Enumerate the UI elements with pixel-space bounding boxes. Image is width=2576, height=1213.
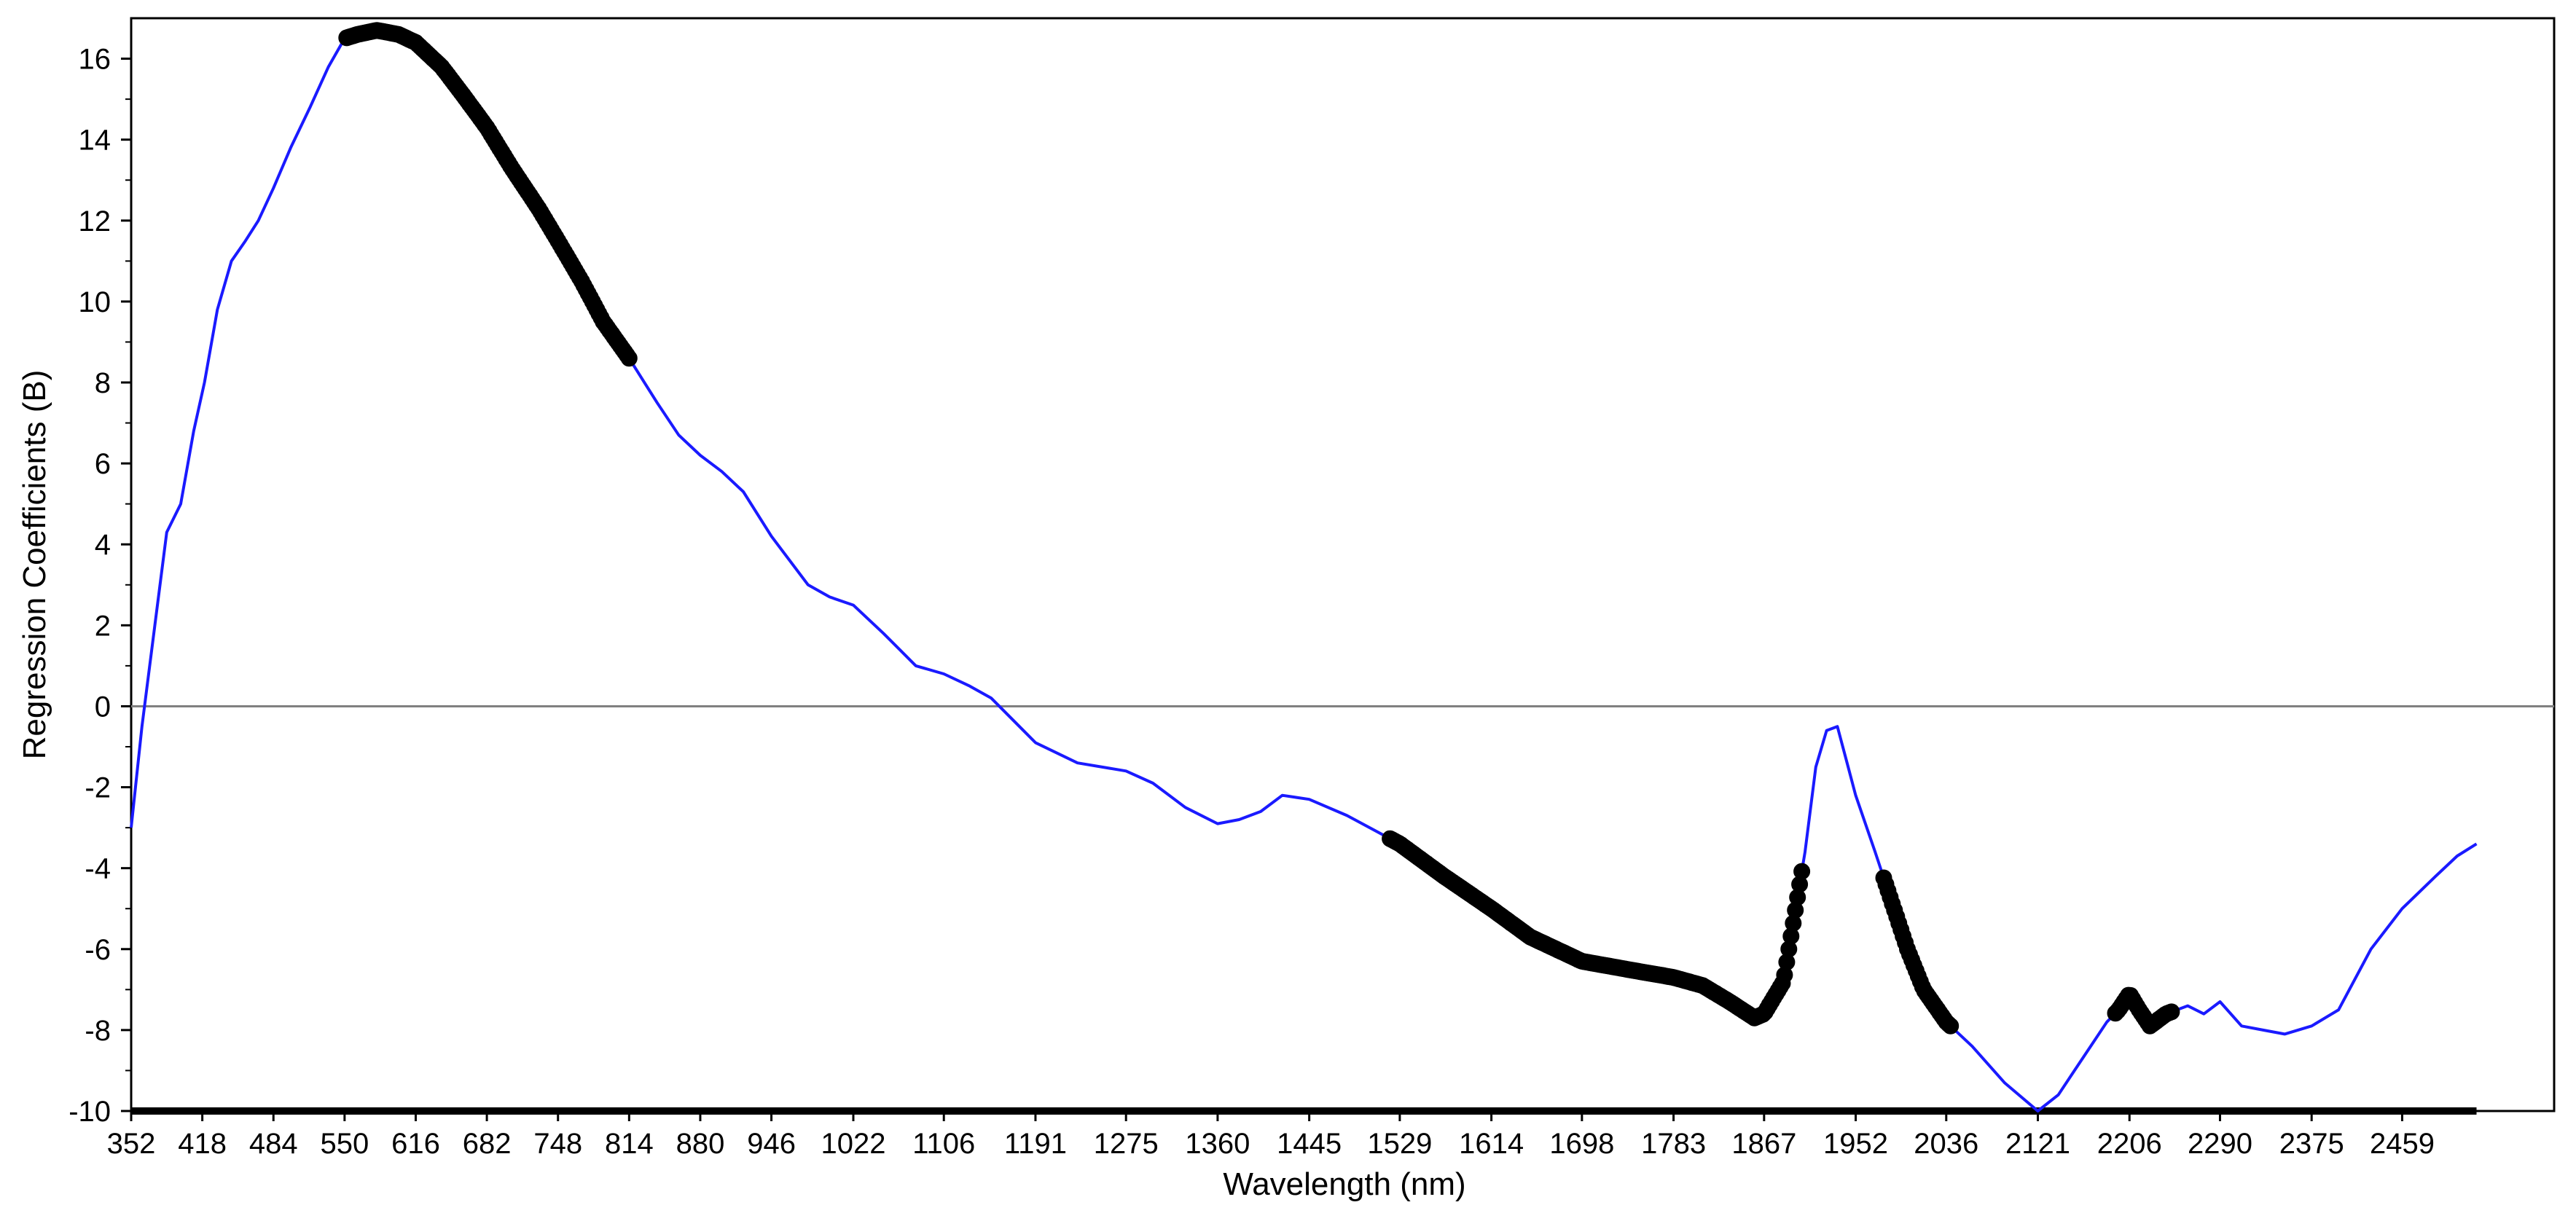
x-tick-label: 1614 bbox=[1459, 1128, 1524, 1160]
y-tick-label: 10 bbox=[79, 286, 111, 318]
marker-group bbox=[338, 22, 2180, 1035]
y-tick-label: 14 bbox=[79, 125, 111, 157]
x-tick-label: 2459 bbox=[2370, 1128, 2435, 1160]
x-tick-label: 2206 bbox=[2097, 1128, 2162, 1160]
x-tick-label: 1783 bbox=[1641, 1128, 1706, 1160]
y-tick-label: 12 bbox=[79, 205, 111, 238]
x-tick-label: 418 bbox=[178, 1128, 227, 1160]
x-tick-label: 1022 bbox=[821, 1128, 885, 1160]
y-tick-label: 2 bbox=[95, 610, 111, 642]
x-axis: 352 418 484 550 616 682 748 814 880 946 1022 1106 11… bbox=[107, 1107, 2477, 1160]
regression-curve bbox=[130, 28, 2478, 1112]
curve-group bbox=[130, 28, 2478, 1112]
x-tick-label: 1191 bbox=[1004, 1128, 1067, 1160]
highlight-segment bbox=[1875, 869, 1960, 1035]
highlight-segment bbox=[338, 22, 638, 367]
x-tick-label: 2375 bbox=[2279, 1128, 2344, 1160]
x-tick-label: 1106 bbox=[912, 1128, 975, 1160]
y-axis: 16 14 12 10 8 6 4 2 0 -2 -4 -6 -8 -10 bbox=[68, 44, 131, 1128]
y-tick-label: 0 bbox=[95, 691, 111, 723]
x-tick-label: 1867 bbox=[1731, 1128, 1796, 1160]
selected-variable-marker bbox=[1942, 1017, 1960, 1035]
x-tick-label: 550 bbox=[320, 1128, 369, 1160]
y-axis-title: Regression Coefficients (B) bbox=[17, 370, 52, 760]
x-tick-label: 616 bbox=[391, 1128, 440, 1160]
y-tick-label: -4 bbox=[85, 853, 111, 885]
x-tick-label: 1952 bbox=[1823, 1128, 1888, 1160]
x-tick-label: 1275 bbox=[1094, 1128, 1159, 1160]
y-tick-label: 6 bbox=[95, 448, 111, 480]
x-tick-label: 682 bbox=[463, 1128, 512, 1160]
highlight-segment bbox=[1382, 830, 1778, 1026]
y-tick-label: 16 bbox=[79, 44, 111, 76]
y-tick-label: 4 bbox=[95, 529, 111, 561]
x-tick-label: 946 bbox=[747, 1128, 796, 1160]
x-tick-label: 814 bbox=[605, 1128, 654, 1160]
x-tick-label: 352 bbox=[107, 1128, 156, 1160]
y-tick-label: -10 bbox=[68, 1096, 111, 1128]
plot-frame bbox=[130, 17, 2556, 1112]
x-tick-label: 1445 bbox=[1277, 1128, 1342, 1160]
x-tick-label: 2036 bbox=[1914, 1128, 1978, 1160]
y-tick-label: 8 bbox=[95, 367, 111, 399]
x-tick-label: 748 bbox=[533, 1128, 582, 1160]
selected-variable-marker bbox=[2163, 1003, 2180, 1021]
y-tick-label: -8 bbox=[85, 1015, 111, 1047]
y-tick-label: -2 bbox=[85, 772, 111, 804]
highlight-segment bbox=[1761, 863, 1811, 1013]
x-tick-label: 484 bbox=[249, 1128, 298, 1160]
x-tick-label: 2121 bbox=[2005, 1128, 2070, 1160]
x-tick-label: 1529 bbox=[1367, 1128, 1432, 1160]
x-axis-title: Wavelength (nm) bbox=[1223, 1166, 1465, 1202]
selected-variable-marker bbox=[1793, 863, 1811, 880]
selected-variable-marker bbox=[620, 350, 638, 367]
x-tick-label: 1698 bbox=[1549, 1128, 1614, 1160]
x-tick-label: 2290 bbox=[2188, 1128, 2252, 1160]
x-tick-label: 880 bbox=[676, 1128, 725, 1160]
y-tick-label: -6 bbox=[85, 934, 111, 966]
x-tick-label: 1360 bbox=[1185, 1128, 1250, 1160]
highlight-segment bbox=[2107, 986, 2180, 1035]
